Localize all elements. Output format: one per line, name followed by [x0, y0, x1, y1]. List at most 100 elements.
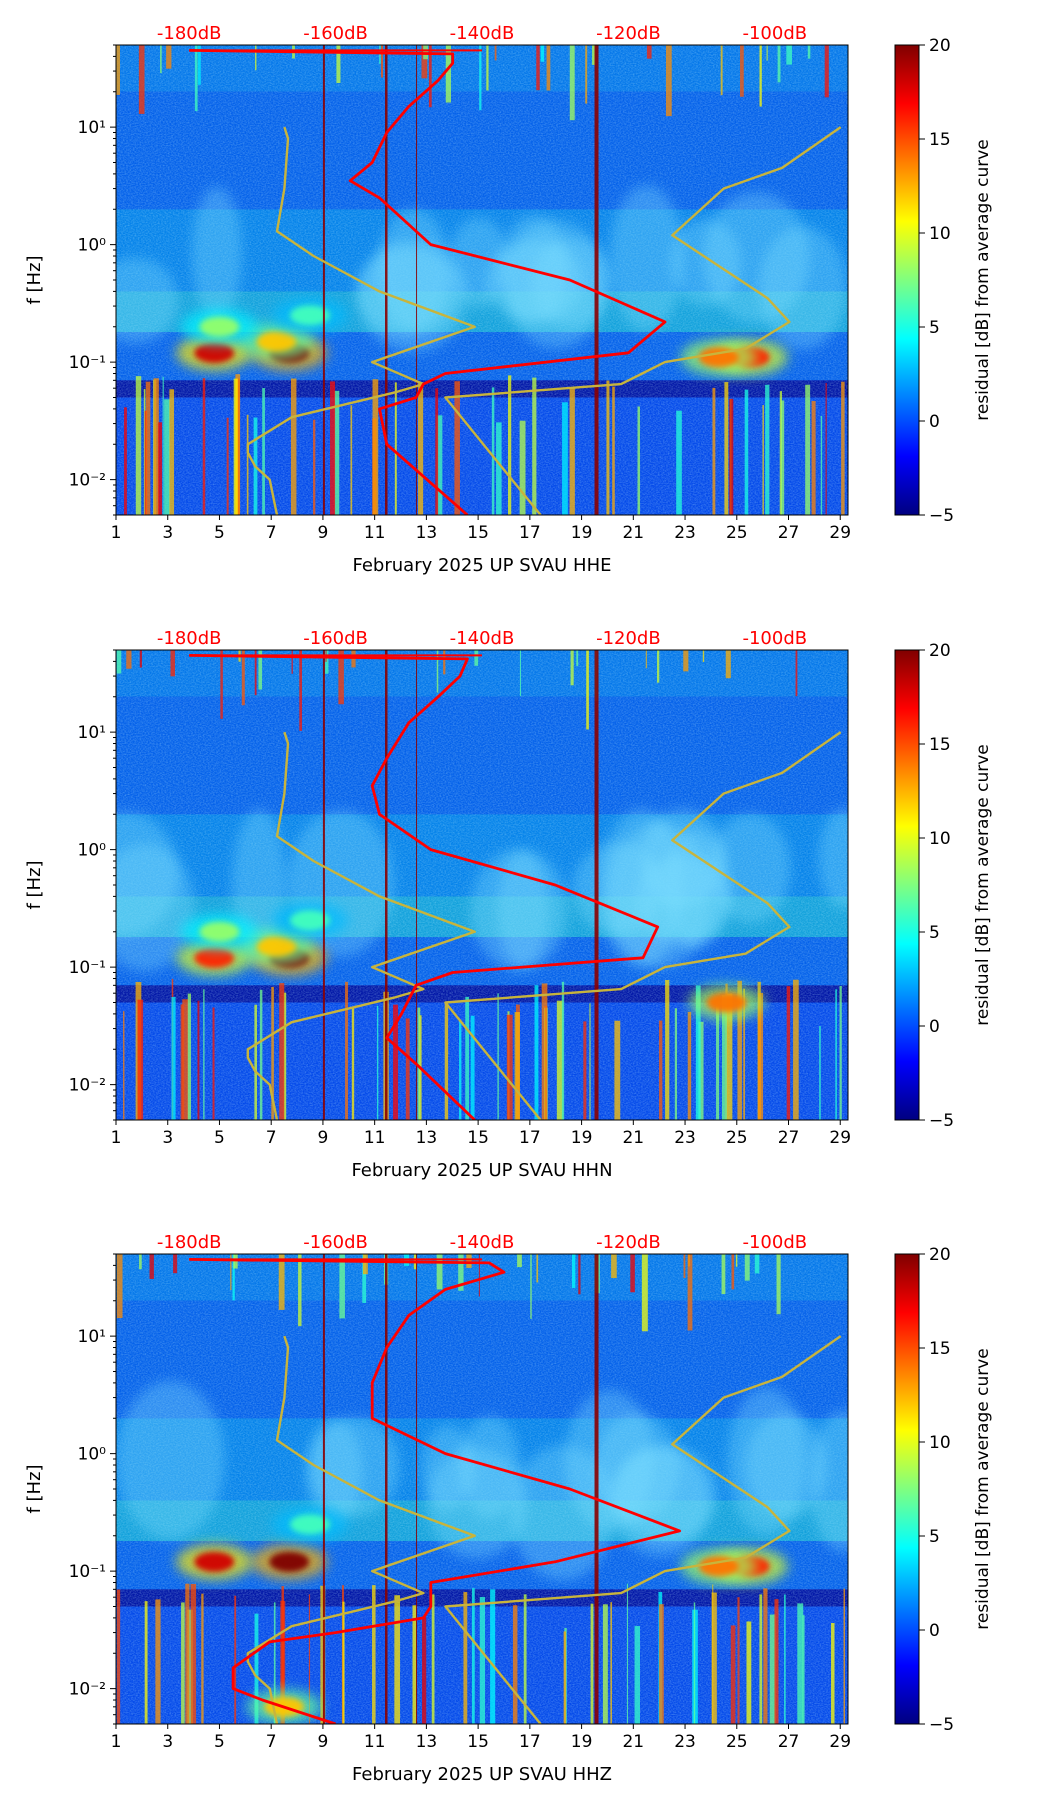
- x-tick-label: 5: [214, 523, 225, 543]
- streak: [519, 650, 521, 697]
- streak: [381, 45, 384, 78]
- noise-patch: [191, 186, 243, 321]
- db-label: -100dB: [742, 1232, 807, 1253]
- streak: [479, 1596, 486, 1724]
- streak: [589, 1003, 591, 1120]
- streak: [777, 45, 781, 83]
- streak: [254, 1613, 259, 1724]
- streak: [793, 979, 799, 1120]
- data-gap-1: [416, 650, 418, 1120]
- y-axis-label: f [Hz]: [24, 1464, 45, 1513]
- noise-patch: [116, 1380, 225, 1540]
- colorbar-gradient: [895, 45, 919, 515]
- streak: [819, 1025, 821, 1120]
- db-label: -180dB: [157, 628, 222, 649]
- streak: [258, 650, 263, 690]
- streak: [614, 1020, 621, 1120]
- streak: [683, 650, 689, 672]
- streak: [743, 988, 746, 1120]
- streak: [540, 45, 545, 62]
- x-tick-label: 11: [364, 523, 386, 543]
- x-tick-label: 7: [266, 523, 277, 543]
- x-tick-label: 15: [467, 1732, 489, 1752]
- streak: [298, 1254, 302, 1327]
- streak: [517, 1254, 522, 1268]
- streak: [820, 415, 823, 515]
- noise-patch: [609, 184, 684, 332]
- streak: [523, 1594, 527, 1724]
- streak: [757, 993, 764, 1120]
- colorbar-frame: [894, 649, 920, 1121]
- x-tick-label: 11: [364, 1732, 386, 1752]
- streak: [393, 1004, 399, 1120]
- streak: [774, 1599, 779, 1724]
- streak: [779, 391, 783, 515]
- streak: [556, 1000, 563, 1120]
- streak: [241, 650, 245, 706]
- streak: [721, 1254, 726, 1295]
- y-tick-label: 10⁻¹: [69, 353, 106, 373]
- y-tick-label: 10⁰: [78, 1445, 107, 1465]
- streak: [421, 45, 428, 79]
- streak: [164, 399, 170, 515]
- db-label: -120dB: [596, 23, 661, 44]
- streak: [444, 1001, 449, 1120]
- streak: [665, 45, 672, 117]
- streak: [470, 1015, 475, 1120]
- colorbar-tick-label: −5: [929, 1111, 954, 1131]
- streak: [443, 650, 446, 675]
- streak: [571, 1254, 576, 1288]
- y-tick-label: 10⁰: [78, 841, 107, 861]
- streak: [687, 1254, 693, 1331]
- data-gap-0: [385, 1254, 388, 1724]
- streak: [512, 1605, 518, 1724]
- streak: [190, 1584, 197, 1724]
- x-tick-label: 5: [214, 1128, 225, 1148]
- streak: [784, 1594, 786, 1724]
- db-label: -140dB: [450, 1232, 515, 1253]
- x-tick-label: 19: [571, 1128, 593, 1148]
- streak: [583, 1021, 587, 1120]
- streak: [185, 1583, 190, 1724]
- streak: [246, 414, 249, 515]
- streak: [465, 996, 470, 1120]
- x-tick-label: 15: [467, 523, 489, 543]
- streak: [431, 1594, 435, 1724]
- streak: [497, 993, 499, 1120]
- streak: [149, 1254, 154, 1279]
- db-label: -160dB: [303, 1232, 368, 1253]
- x-tick-label: 29: [829, 523, 851, 543]
- colorbar-frame: [894, 44, 920, 516]
- streak: [508, 375, 512, 515]
- data-gap-3: [322, 650, 325, 1120]
- streak: [735, 1254, 738, 1267]
- db-label: -100dB: [742, 628, 807, 649]
- streak: [811, 401, 816, 515]
- streak: [339, 1254, 345, 1319]
- y-tick-label: 10⁻²: [69, 1680, 106, 1700]
- streak: [780, 400, 785, 515]
- x-tick-label: 9: [318, 1732, 329, 1752]
- streak: [546, 45, 551, 91]
- streak: [496, 422, 502, 515]
- streak: [612, 386, 615, 515]
- streak: [123, 1011, 125, 1120]
- series-high-noise-model: [444, 731, 842, 1120]
- colorbar: −5 0 5 10 15 20 residual [dB] from average cur…: [894, 1245, 993, 1735]
- streak: [759, 1594, 763, 1724]
- streak: [436, 1254, 443, 1290]
- colorbar-tick-label: 20: [929, 641, 951, 661]
- x-tick-label: 21: [622, 523, 644, 543]
- streak: [532, 377, 537, 515]
- streak: [203, 989, 205, 1120]
- colorbar-tick-label: −5: [929, 506, 954, 526]
- streak: [445, 45, 451, 103]
- streak: [233, 378, 238, 515]
- streak: [187, 1609, 193, 1724]
- streak: [116, 650, 122, 674]
- series-low-noise-model: [246, 1335, 476, 1724]
- streak: [536, 1254, 539, 1283]
- streak: [712, 387, 716, 515]
- streak: [379, 45, 381, 64]
